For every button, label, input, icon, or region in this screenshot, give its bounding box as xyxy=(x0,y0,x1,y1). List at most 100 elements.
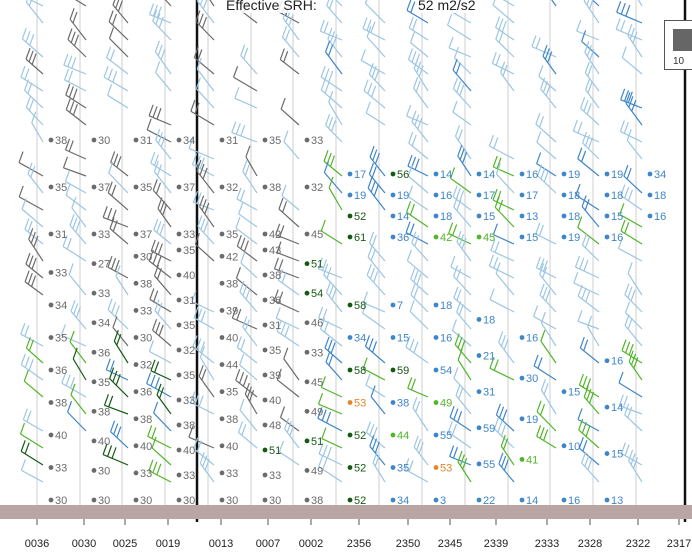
profile-dot xyxy=(433,335,439,340)
wind-barb xyxy=(624,325,643,347)
wind-barb-feather xyxy=(239,189,246,202)
wind-barb-feather xyxy=(457,129,463,141)
wind-barb xyxy=(280,108,300,126)
profile-value-label: 31 xyxy=(140,135,152,147)
wind-barb-feather xyxy=(535,112,541,125)
x-tick-label: 2339 xyxy=(484,538,508,550)
wind-barb xyxy=(324,347,343,364)
wind-barb-feather xyxy=(324,68,330,80)
wind-barb-feather xyxy=(107,68,113,80)
wind-barb-feather xyxy=(619,120,625,132)
wind-barb-feather xyxy=(621,339,627,351)
wind-barb-feather xyxy=(72,103,78,116)
wind-barb xyxy=(281,195,300,211)
wind-barb-feather xyxy=(578,373,584,386)
profile-value-label: 40 xyxy=(98,436,110,448)
wind-barb-feather xyxy=(188,137,194,149)
profile-value-label: 19 xyxy=(568,169,580,181)
profile-dot xyxy=(262,137,268,143)
wind-barb xyxy=(454,57,472,75)
wind-barb xyxy=(276,330,300,347)
wind-barb-feather xyxy=(325,114,331,126)
profile-value-label: 16 xyxy=(611,356,623,368)
wind-barb-feather xyxy=(150,359,156,372)
wind-barb-feather xyxy=(418,442,424,454)
wind-barb xyxy=(153,229,172,245)
wind-barb-feather xyxy=(374,454,380,467)
profile-dot xyxy=(262,322,268,328)
profile-value-label: 35 xyxy=(183,320,195,332)
wind-barb xyxy=(335,0,343,7)
wind-barb xyxy=(540,322,557,347)
wind-barb-feather xyxy=(70,31,76,43)
profile-dot xyxy=(433,432,439,438)
profile-value-label: 35 xyxy=(55,182,67,194)
wind-barb xyxy=(411,242,429,262)
wind-barb-feather xyxy=(543,170,549,183)
profile-dot xyxy=(91,349,97,355)
wind-barb-feather xyxy=(537,357,543,369)
wind-barb xyxy=(63,167,87,177)
wind-barb xyxy=(238,431,258,449)
x-tick-label: 0030 xyxy=(72,538,96,550)
wind-barb-feather xyxy=(239,280,245,293)
wind-barb-feather xyxy=(199,341,206,353)
profile-value-label: 15 xyxy=(526,232,538,244)
wind-barb-feather xyxy=(540,77,546,90)
wind-barb-feather xyxy=(371,235,377,247)
wind-barb xyxy=(457,359,472,381)
wind-barb-feather xyxy=(542,260,549,272)
wind-barb-feather xyxy=(201,199,207,211)
wind-barb-feather xyxy=(106,445,113,457)
wind-barb-feather xyxy=(456,81,462,93)
profile-value-label: 31 xyxy=(226,135,238,147)
wind-barb xyxy=(581,206,600,228)
wind-barb-feather xyxy=(322,444,328,457)
wind-barb-feather xyxy=(320,78,326,91)
wind-barb xyxy=(412,407,429,432)
wind-barb xyxy=(195,88,215,109)
wind-barb-feather xyxy=(21,197,27,210)
wind-barb xyxy=(318,403,343,415)
wind-barb xyxy=(362,368,386,381)
wind-barb xyxy=(240,55,258,75)
profile-value-label: 33 xyxy=(98,288,110,300)
wind-barb-feather xyxy=(458,387,464,399)
wind-barb xyxy=(196,68,215,92)
wind-barb-feather xyxy=(461,152,468,164)
profile-dot xyxy=(347,335,353,340)
profile-value-label: 18 xyxy=(483,314,495,326)
wind-barb-feather xyxy=(446,14,453,26)
wind-barb xyxy=(20,433,44,449)
wind-barb-feather xyxy=(196,159,202,172)
wind-barb-feather xyxy=(110,151,116,163)
wind-barb xyxy=(283,358,300,381)
wind-barb xyxy=(452,196,472,211)
wind-barb-feather xyxy=(584,236,591,249)
wind-barb xyxy=(148,115,172,126)
wind-barb-feather xyxy=(620,442,626,454)
profile-dot xyxy=(133,443,139,449)
profile-value-label: 37 xyxy=(183,182,195,194)
wind-barb-feather xyxy=(584,41,590,53)
wind-barb-feather xyxy=(453,46,460,59)
wind-barb-feather xyxy=(374,69,380,81)
wind-barb-feather xyxy=(204,458,210,471)
profile-dot xyxy=(561,213,567,219)
wind-barb-feather xyxy=(410,1,416,13)
wind-barb-feather xyxy=(449,445,455,457)
wind-barb-feather xyxy=(415,400,421,413)
wind-barb-feather xyxy=(245,145,251,158)
wind-barb-feather xyxy=(372,149,378,161)
profile-value-label: 27 xyxy=(98,259,110,271)
wind-barb-feather xyxy=(66,400,73,413)
profile-dot xyxy=(390,367,396,373)
profile-value-label: 30 xyxy=(183,495,195,507)
wind-barb-feather xyxy=(494,196,500,208)
wind-barb xyxy=(452,111,472,126)
profile-dot xyxy=(133,362,139,367)
profile-value-label: 35 xyxy=(140,182,152,194)
wind-barb xyxy=(581,462,600,483)
wind-barb-feather xyxy=(192,335,198,347)
wind-barb-feather xyxy=(417,117,423,130)
